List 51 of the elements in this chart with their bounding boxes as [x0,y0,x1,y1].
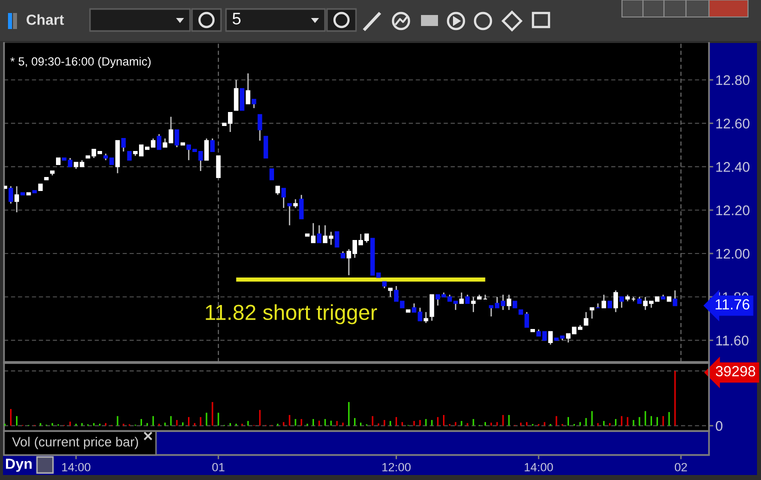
candlestick [204,138,209,161]
text: * 5, 09:30-16:00 (Dynamic) [10,56,151,68]
candlestick [430,294,434,322]
x-tick-label: 12:00 [382,462,411,472]
candlestick [174,129,180,148]
candlestick [210,138,215,152]
candlestick [121,138,126,152]
y-tick-label: 12.80 [716,75,750,86]
y-tick-label: 0 [716,421,722,431]
candlestick [264,136,268,158]
text: 11.76 [716,299,750,310]
candlestick [14,186,20,213]
candlestick [234,79,238,111]
candlestick [619,296,624,308]
y-tick-label: 12.20 [716,205,750,216]
y-tick-label: 12.40 [716,162,750,172]
candlestick [672,290,678,306]
candlestick [299,194,304,220]
candlestick [246,72,250,104]
x-tick-label: 14:00 [62,462,90,472]
text: Chart [26,14,64,25]
candlestick [281,188,286,209]
y-tick-label: 11.60 [716,336,748,346]
candlestick [316,224,322,244]
candlestick [613,290,618,313]
candlestick [506,294,512,311]
x-tick-label: 01 [212,462,224,472]
y-tick-label: 12.60 [716,118,750,128]
y-tick-label: 39298 [716,366,756,376]
candlestick [548,330,553,346]
candlestick [590,307,594,320]
candlestick [334,231,340,248]
candlestick [459,292,464,304]
candlestick [287,202,292,226]
candlestick [156,134,162,150]
candlestick [240,88,244,111]
candlestick [8,186,14,204]
candlestick [584,311,588,326]
x-tick-label: 14:00 [524,462,553,472]
candlestick [602,294,606,308]
text: 5 [232,12,241,24]
x-tick-label: 02 [674,462,687,472]
text: Dyn [6,458,32,472]
text: Vol (current price bar) [12,436,138,450]
candlestick [258,114,262,142]
candlestick [471,296,476,313]
y-tick-label: 12.00 [716,248,750,259]
annotation: 11.82 short trigger [206,304,377,324]
candlestick [216,155,221,178]
candlestick [269,168,274,180]
candlestick [424,311,428,324]
